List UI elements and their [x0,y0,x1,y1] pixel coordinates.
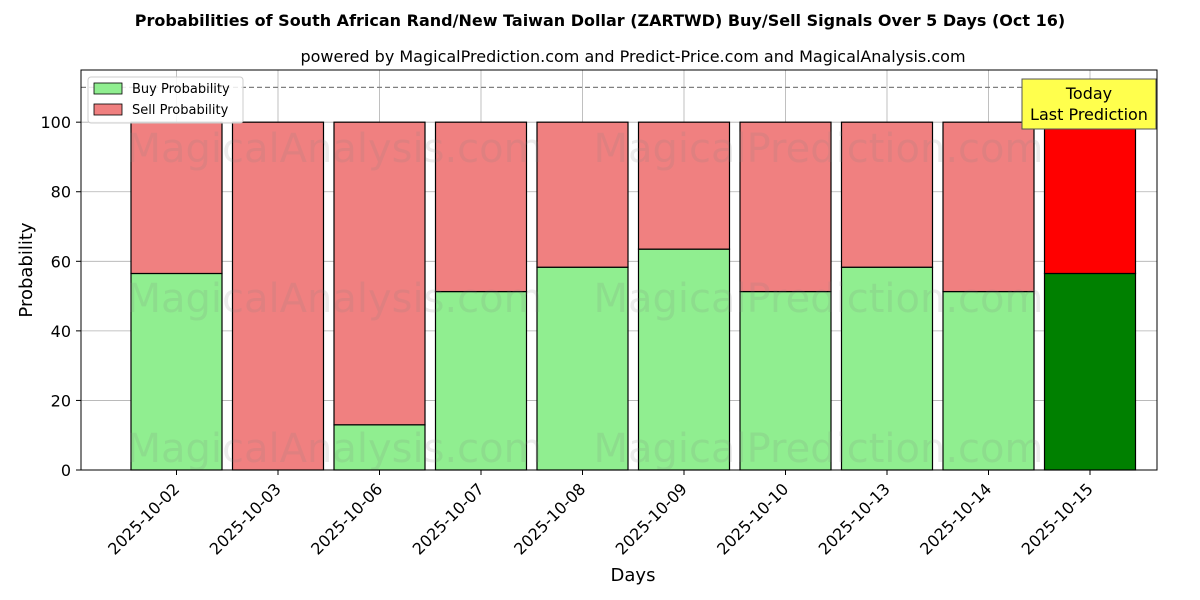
annotation-line-2: Last Prediction [1030,105,1148,124]
bar-buy [942,290,1035,471]
bar-buy [1043,272,1137,471]
x-axis-label: Days [611,565,656,586]
bar-buy [333,424,426,471]
bar-buy [130,272,223,471]
bar-buy [739,290,832,471]
y-tick-label: 60 [51,252,71,271]
x-tick-label: 2025-10-10 [713,479,792,558]
legend-swatch-buy [93,82,123,95]
x-tick-label: 2025-10-13 [815,479,894,558]
bar-sell [536,121,629,268]
y-tick-label: 80 [51,183,71,202]
x-ticks: 2025-10-02 2025-10-03 2025-10-06 2025-10-07… [104,470,1097,559]
x-tick-label: 2025-10-02 [104,479,183,558]
bar-sell [130,121,223,275]
legend-label-sell: Sell Probability [132,103,229,118]
watermark-text: MagicalAnalysis.com MagicalPrediction.co… [127,126,1044,172]
bar-sell [333,121,426,426]
bar-sell [1043,121,1137,275]
y-tick-label: 100 [40,113,71,132]
annotation-line-1: Today [1065,84,1112,103]
y-tick-label: 40 [51,322,71,341]
legend-label-buy: Buy Probability [132,82,230,97]
y-tick-label: 0 [61,461,71,480]
y-axis-label: Probability [16,222,37,317]
x-tick-label: 2025-10-15 [1018,479,1097,558]
x-tick-label: 2025-10-14 [916,479,995,558]
bar-sell [637,121,731,250]
y-ticks: 0 20 40 60 80 100 [40,113,81,480]
bar-sell [840,121,934,268]
plot-frame [80,69,1158,471]
bar-sell [434,121,528,293]
x-tick-label: 2025-10-09 [612,479,691,558]
legend: Buy Probability Sell Probability [87,76,244,124]
x-tick-label: 2025-10-08 [510,479,589,558]
x-tick-label: 2025-10-03 [206,479,285,558]
annotation-box [1021,78,1157,130]
today-annotation: Today Last Prediction [1021,78,1157,130]
bar-buy [840,266,934,471]
bar-buy [637,248,731,471]
legend-swatch-sell [93,103,123,116]
legend-box [87,76,244,124]
watermark-text: MagicalAnalysis.com MagicalPrediction.co… [127,276,1044,322]
bar-sell [739,121,832,293]
chart-subtitle: powered by MagicalPrediction.com and Pre… [300,47,965,66]
watermark-text: MagicalAnalysis.com MagicalPrediction.co… [127,426,1044,472]
bars [130,121,1137,471]
chart-title: Probabilities of South African Rand/New … [135,11,1065,30]
x-tick-label: 2025-10-07 [409,479,488,558]
x-tick-label: 2025-10-06 [307,479,386,558]
watermarks: MagicalAnalysis.com MagicalPrediction.co… [127,126,1044,472]
bar-buy [434,290,528,471]
bar-sell [942,121,1035,293]
y-tick-label: 20 [51,391,71,410]
